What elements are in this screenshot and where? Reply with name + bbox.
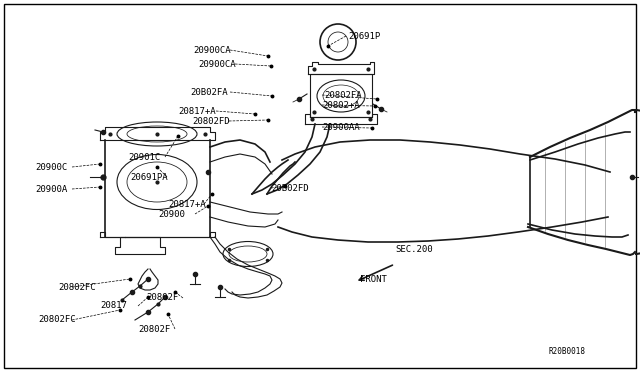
Text: 20900AA: 20900AA: [322, 122, 360, 131]
Text: FRONT: FRONT: [360, 275, 387, 283]
Text: 20802FD: 20802FD: [192, 116, 230, 125]
Text: 20900C: 20900C: [35, 163, 67, 171]
Text: 20802+A: 20802+A: [322, 100, 360, 109]
Text: 20802FA: 20802FA: [324, 90, 362, 99]
Text: R20B0018: R20B0018: [549, 347, 586, 356]
Text: 20802FC: 20802FC: [58, 282, 95, 292]
Text: 20901C: 20901C: [128, 153, 160, 161]
Text: 20691PA: 20691PA: [130, 173, 168, 182]
Text: 20900CA: 20900CA: [193, 45, 230, 55]
Text: 20900CA: 20900CA: [198, 60, 236, 68]
Text: 20802FC: 20802FC: [38, 315, 76, 324]
Text: 20691P: 20691P: [348, 32, 380, 41]
Text: 20900: 20900: [158, 209, 185, 218]
Text: 20900A: 20900A: [35, 185, 67, 193]
Text: 20802F: 20802F: [146, 294, 179, 302]
Text: SEC.200: SEC.200: [395, 244, 433, 253]
Text: 20817: 20817: [100, 301, 127, 311]
Text: 20817+A: 20817+A: [178, 106, 216, 115]
Text: 20817+A: 20817+A: [168, 199, 205, 208]
Text: 20802F: 20802F: [138, 324, 170, 334]
Text: 20B02FA: 20B02FA: [190, 87, 228, 96]
Text: 20B02FD: 20B02FD: [271, 183, 308, 192]
